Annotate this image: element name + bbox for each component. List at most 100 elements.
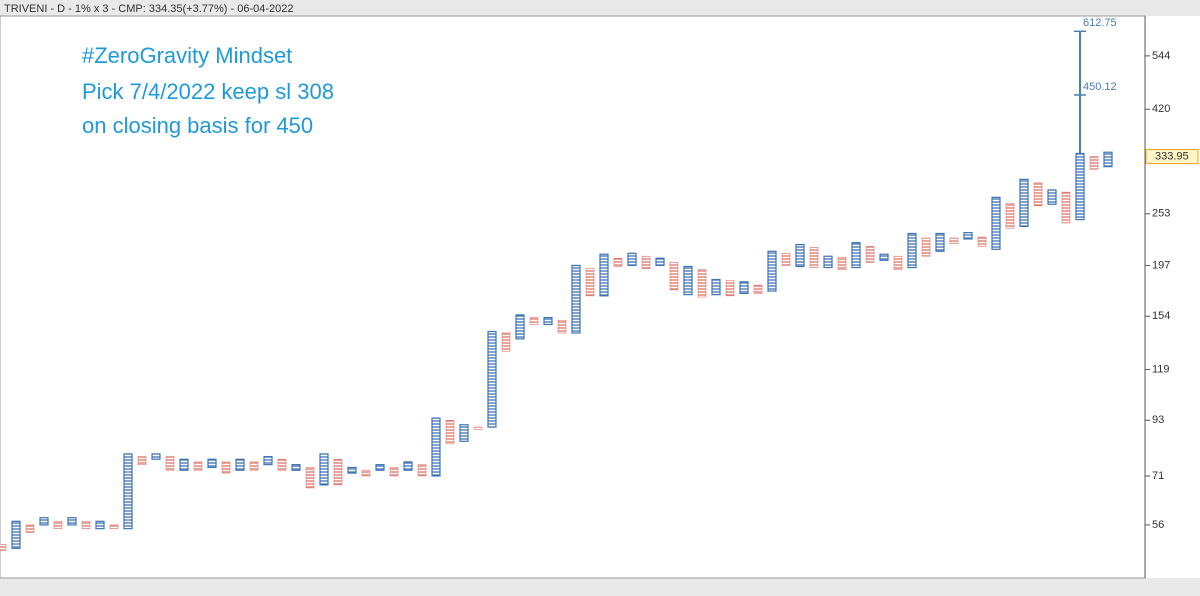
pf-column [711, 278, 721, 296]
pf-column [571, 264, 581, 334]
pf-column [879, 253, 889, 261]
pf-column [795, 243, 805, 268]
pf-column [501, 332, 511, 352]
pf-column [935, 232, 945, 252]
annotation: on closing basis for 450 [82, 113, 313, 138]
pf-column [907, 232, 917, 269]
pf-column [1061, 191, 1071, 224]
y-tick-label: 93 [1152, 414, 1164, 426]
pf-column [347, 466, 357, 474]
pf-column [53, 520, 63, 529]
pf-column [0, 543, 7, 551]
pf-column [515, 314, 525, 340]
pf-column [81, 520, 91, 529]
pf-column [1005, 203, 1015, 229]
pf-column [389, 467, 399, 477]
pf-column [193, 461, 203, 471]
pf-column [1033, 182, 1043, 207]
pf-column [753, 284, 763, 294]
pf-column [781, 252, 791, 266]
pf-column [11, 520, 21, 549]
pf-column [641, 255, 651, 269]
pf-column [151, 453, 161, 460]
last-price-box [1145, 149, 1199, 165]
y-tick-label: 253 [1152, 208, 1170, 220]
pf-column [529, 317, 539, 325]
pf-column [851, 242, 861, 269]
pf-column [655, 257, 665, 267]
pf-column [1019, 178, 1029, 228]
chart-title: TRIVENI - D - 1% x 3 - CMP: 334.35(+3.77… [4, 3, 293, 15]
pf-column [613, 257, 623, 267]
pf-column [67, 517, 77, 526]
pf-column [543, 316, 553, 326]
pf-column [599, 253, 609, 297]
pf-column [333, 458, 343, 486]
pf-column [95, 520, 105, 530]
pf-column [263, 455, 273, 466]
axis-area [1145, 16, 1200, 578]
y-tick-label: 154 [1152, 310, 1170, 322]
pf-column [319, 453, 329, 486]
pf-column [305, 467, 315, 489]
pf-column [991, 196, 1001, 250]
pf-column [417, 464, 427, 477]
pf-column [1047, 189, 1057, 205]
pf-column [977, 236, 987, 247]
y-tick-label: 56 [1152, 519, 1164, 531]
pf-column [1089, 156, 1099, 170]
pf-column [221, 461, 231, 474]
pf-column [725, 280, 735, 297]
y-tick-label: 71 [1152, 470, 1164, 482]
pf-column [235, 458, 245, 471]
y-tick-label: 197 [1152, 259, 1170, 271]
pf-column [459, 424, 469, 442]
pf-column [865, 246, 875, 263]
pf-column [767, 250, 777, 292]
annotation: #ZeroGravity Mindset [82, 43, 292, 68]
pf-column [375, 464, 385, 471]
pf-column [557, 319, 567, 334]
pf-column [431, 417, 441, 477]
pf-column [361, 469, 371, 477]
pf-column [291, 464, 301, 471]
pf-column [165, 456, 175, 471]
pf-column [823, 255, 833, 269]
pf-column [445, 419, 455, 445]
pf-column [137, 456, 147, 465]
pf-column [739, 281, 749, 295]
y-tick-label: 544 [1152, 50, 1170, 62]
pf-column [179, 458, 189, 471]
pf-column [683, 265, 693, 296]
pf-column [1103, 151, 1113, 168]
target-label: 612.75 [1083, 17, 1117, 29]
pf-column [837, 256, 847, 270]
pf-column [949, 237, 959, 244]
pf-column [25, 524, 35, 533]
pf-column [487, 330, 497, 428]
pf-column [585, 268, 595, 297]
target-label: 450.12 [1083, 81, 1117, 93]
pf-column [109, 524, 119, 529]
pf-column [123, 453, 133, 530]
pf-column [697, 269, 707, 298]
pf-column [207, 458, 217, 469]
pf-column [921, 237, 931, 257]
y-tick-label: 119 [1152, 363, 1170, 375]
pf-column [627, 252, 637, 267]
pf-column [669, 262, 679, 291]
pf-column [39, 517, 49, 526]
pf-column [473, 426, 483, 430]
pf-column [277, 458, 287, 471]
pf-column [809, 247, 819, 268]
annotation: Pick 7/4/2022 keep sl 308 [82, 79, 334, 104]
pf-column [249, 461, 259, 471]
y-tick-label: 420 [1152, 103, 1170, 115]
pf-column [893, 255, 903, 270]
pf-column [403, 461, 413, 471]
last-price-label: 333.95 [1155, 150, 1189, 162]
pf-column [963, 231, 973, 240]
pf-column [1075, 152, 1085, 221]
